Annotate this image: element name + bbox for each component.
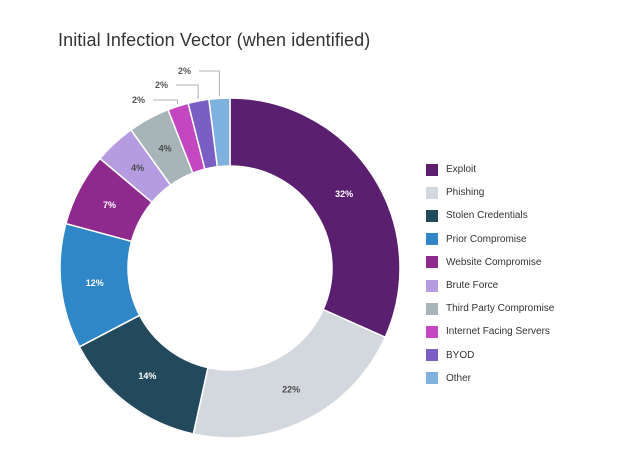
legend-swatch <box>426 186 438 199</box>
slice-label-exploit: 32% <box>335 189 353 199</box>
legend-label: Phishing <box>446 187 485 199</box>
slice-label-phishing: 22% <box>282 384 300 394</box>
chart-title: Initial Infection Vector (when identifie… <box>58 30 371 50</box>
legend-item-prior-compromise: Prior Compromise <box>426 228 554 251</box>
legend-label: BYOD <box>446 349 475 361</box>
legend-swatch <box>426 209 438 222</box>
slice-label-website-compromise: 7% <box>103 200 116 210</box>
slice-label-other: 2% <box>178 66 191 76</box>
slice-label-internet-facing-servers: 2% <box>132 95 145 105</box>
slice-exploit <box>229 97 401 339</box>
legend-swatch <box>426 279 438 292</box>
legend-item-brute-force: Brute Force <box>426 274 554 297</box>
legend-swatch <box>426 325 438 338</box>
legend-item-byod: BYOD <box>426 344 554 367</box>
leader-line-byod <box>176 84 199 99</box>
slice-label-prior-compromise: 12% <box>86 278 104 288</box>
legend-swatch <box>426 349 438 362</box>
legend-label: Internet Facing Servers <box>446 326 550 338</box>
legend-swatch <box>426 372 438 385</box>
legend-item-website-compromise: Website Compromise <box>426 251 554 274</box>
slice-phishing <box>192 308 387 439</box>
legend-item-exploit: Exploit <box>426 158 554 181</box>
legend-item-other: Other <box>426 367 554 390</box>
legend-label: Third Party Compromise <box>446 303 555 315</box>
legend-label: Other <box>446 372 472 384</box>
leader-line-other <box>199 70 220 97</box>
legend-label: Stolen Credentials <box>446 210 528 222</box>
slice-label-third-party-compromise: 4% <box>159 143 172 153</box>
slice-label-brute-force: 4% <box>131 163 144 173</box>
legend-item-stolen-credentials: Stolen Credentials <box>426 204 554 227</box>
slice-label-stolen-credentials: 14% <box>138 371 156 381</box>
legend-item-third-party-compromise: Third Party Compromise <box>426 297 554 320</box>
legend-label: Prior Compromise <box>446 233 527 245</box>
legend-swatch <box>426 302 438 315</box>
legend-swatch <box>426 233 438 246</box>
slice-other <box>208 97 231 168</box>
legend-swatch <box>426 256 438 269</box>
legend: Exploit Phishing Stolen Credentials Prior C… <box>426 158 554 390</box>
legend-label: Website Compromise <box>446 256 542 268</box>
legend-item-phishing: Phishing <box>426 181 554 204</box>
legend-swatch <box>426 163 438 176</box>
legend-label: Brute Force <box>446 280 499 292</box>
legend-item-internet-facing-servers: Internet Facing Servers <box>426 320 554 343</box>
leader-line-internet-facing-servers <box>153 99 178 105</box>
slice-label-byod: 2% <box>155 80 168 90</box>
legend-label: Exploit <box>446 164 477 176</box>
